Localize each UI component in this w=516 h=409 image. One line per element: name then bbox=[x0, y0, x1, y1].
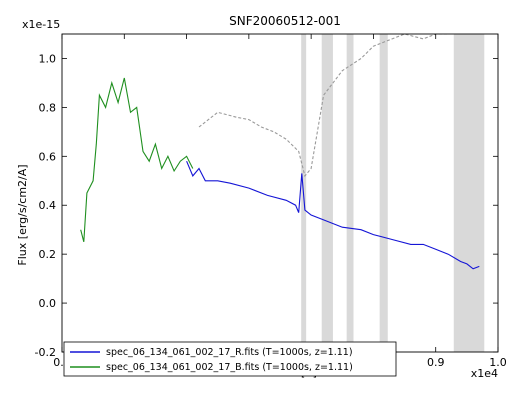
y-multiplier-label: x1e-15 bbox=[22, 18, 60, 31]
plot-area: 0.30.40.50.60.70.80.91.0-0.20.00.20.40.6… bbox=[35, 33, 507, 369]
series-line-0 bbox=[186, 160, 480, 270]
y-tick-label-5: 0.8 bbox=[39, 101, 57, 114]
telluric-band-1 bbox=[321, 34, 333, 352]
legend-label-r: spec_06_134_061_002_17_R.fits (T=1000s, … bbox=[106, 347, 353, 358]
y-tick-label-3: 0.4 bbox=[39, 199, 57, 212]
y-tick-label-4: 0.6 bbox=[39, 150, 57, 163]
legend: spec_06_134_061_002_17_R.fits (T=1000s, … bbox=[63, 341, 397, 377]
x-tick-label-6: 0.9 bbox=[427, 356, 445, 369]
x-multiplier-label: x1e4 bbox=[471, 367, 498, 380]
x-tick-label-7: 1.0 bbox=[489, 356, 507, 369]
series-line-2 bbox=[198, 34, 449, 178]
telluric-band-4 bbox=[453, 34, 485, 352]
y-tick-label-6: 1.0 bbox=[39, 52, 57, 65]
legend-label-b: spec_06_134_061_002_17_B.fits (T=1000s, … bbox=[106, 362, 353, 373]
y-axis-label: Flux [erg/s/cm2/A] bbox=[16, 164, 29, 265]
y-tick-label-1: 0.0 bbox=[39, 297, 57, 310]
y-tick-label-2: 0.2 bbox=[39, 248, 57, 261]
chart-title: SNF20060512-001 bbox=[229, 14, 341, 28]
series-line-1 bbox=[80, 77, 194, 243]
axes-frame bbox=[61, 33, 499, 353]
legend-box bbox=[63, 341, 397, 377]
y-tick-label-0: -0.2 bbox=[35, 346, 56, 359]
telluric-band-2 bbox=[346, 34, 354, 352]
telluric-band-3 bbox=[379, 34, 388, 352]
